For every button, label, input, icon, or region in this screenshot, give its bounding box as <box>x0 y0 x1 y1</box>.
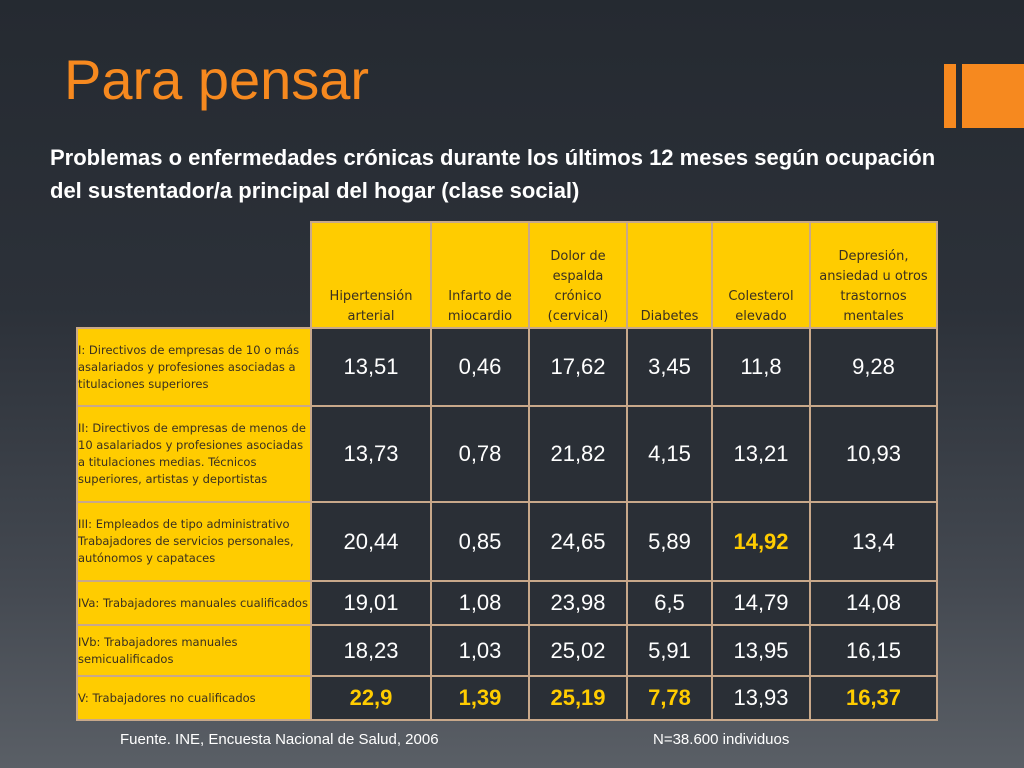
row-header: I: Directivos de empresas de 10 o más as… <box>76 327 312 407</box>
column-header: Colesterol elevado <box>711 221 811 329</box>
value-cell: 7,78 <box>626 675 713 721</box>
value-cell: 11,8 <box>711 327 811 407</box>
value-cell: 20,44 <box>310 501 432 582</box>
value-cell: 16,15 <box>809 624 938 677</box>
table-row: V: Trabajadores no cualificados 22,9 1,3… <box>76 675 938 721</box>
value-cell: 1,39 <box>430 675 530 721</box>
value-cell: 23,98 <box>528 580 628 626</box>
row-header: II: Directivos de empresas de menos de 1… <box>76 405 312 503</box>
value-cell: 14,08 <box>809 580 938 626</box>
value-cell: 0,78 <box>430 405 530 503</box>
value-cell: 10,93 <box>809 405 938 503</box>
table-row: II: Directivos de empresas de menos de 1… <box>76 405 938 503</box>
value-cell: 25,02 <box>528 624 628 677</box>
value-cell: 13,95 <box>711 624 811 677</box>
corner-cell <box>77 222 311 328</box>
value-cell: 19,01 <box>310 580 432 626</box>
value-cell: 5,89 <box>626 501 713 582</box>
value-cell: 13,93 <box>711 675 811 721</box>
accent-bar-thin <box>944 64 956 128</box>
sample-size-note: N=38.600 individuos <box>653 731 790 748</box>
slide-title: Para pensar <box>64 48 370 111</box>
value-cell: 13,51 <box>310 327 432 407</box>
value-cell: 16,37 <box>809 675 938 721</box>
value-cell: 0,46 <box>430 327 530 407</box>
value-cell: 22,9 <box>310 675 432 721</box>
value-cell: 0,85 <box>430 501 530 582</box>
value-cell: 13,4 <box>809 501 938 582</box>
value-cell: 24,65 <box>528 501 628 582</box>
value-cell: 13,73 <box>310 405 432 503</box>
table-row: IVa: Trabajadores manuales cualificados … <box>76 580 938 626</box>
column-header: Dolor de espalda crónico (cervical) <box>528 221 628 329</box>
value-cell: 14,79 <box>711 580 811 626</box>
table-row: I: Directivos de empresas de 10 o más as… <box>76 327 938 407</box>
header-row: Hipertensión arterial Infarto de miocard… <box>77 221 938 329</box>
row-header: IVa: Trabajadores manuales cualificados <box>76 580 312 626</box>
accent-bar-thick <box>962 64 1024 128</box>
column-header: Diabetes <box>626 221 713 329</box>
row-header: IVb: Trabajadores manuales semicualifica… <box>76 624 312 677</box>
column-header: Infarto de miocardio <box>430 221 530 329</box>
value-cell: 3,45 <box>626 327 713 407</box>
table-row: IVb: Trabajadores manuales semicualifica… <box>76 624 938 677</box>
table-row: III: Empleados de tipo administrativo Tr… <box>76 501 938 582</box>
value-cell: 25,19 <box>528 675 628 721</box>
column-header: Hipertensión arterial <box>310 221 432 329</box>
value-cell: 1,03 <box>430 624 530 677</box>
value-cell: 13,21 <box>711 405 811 503</box>
chronic-disease-table: Hipertensión arterial Infarto de miocard… <box>76 221 938 721</box>
row-header: V: Trabajadores no cualificados <box>76 675 312 721</box>
value-cell: 6,5 <box>626 580 713 626</box>
row-header: III: Empleados de tipo administrativo Tr… <box>76 501 312 582</box>
table-caption: Problemas o enfermedades crónicas durant… <box>50 145 936 203</box>
column-header: Depresión, ansiedad u otros trastornos m… <box>809 221 938 329</box>
value-cell: 17,62 <box>528 327 628 407</box>
value-cell: 4,15 <box>626 405 713 503</box>
value-cell: 9,28 <box>809 327 938 407</box>
value-cell: 5,91 <box>626 624 713 677</box>
value-cell: 21,82 <box>528 405 628 503</box>
value-cell: 14,92 <box>711 501 811 582</box>
source-note: Fuente. INE, Encuesta Nacional de Salud,… <box>120 731 439 748</box>
value-cell: 18,23 <box>310 624 432 677</box>
value-cell: 1,08 <box>430 580 530 626</box>
